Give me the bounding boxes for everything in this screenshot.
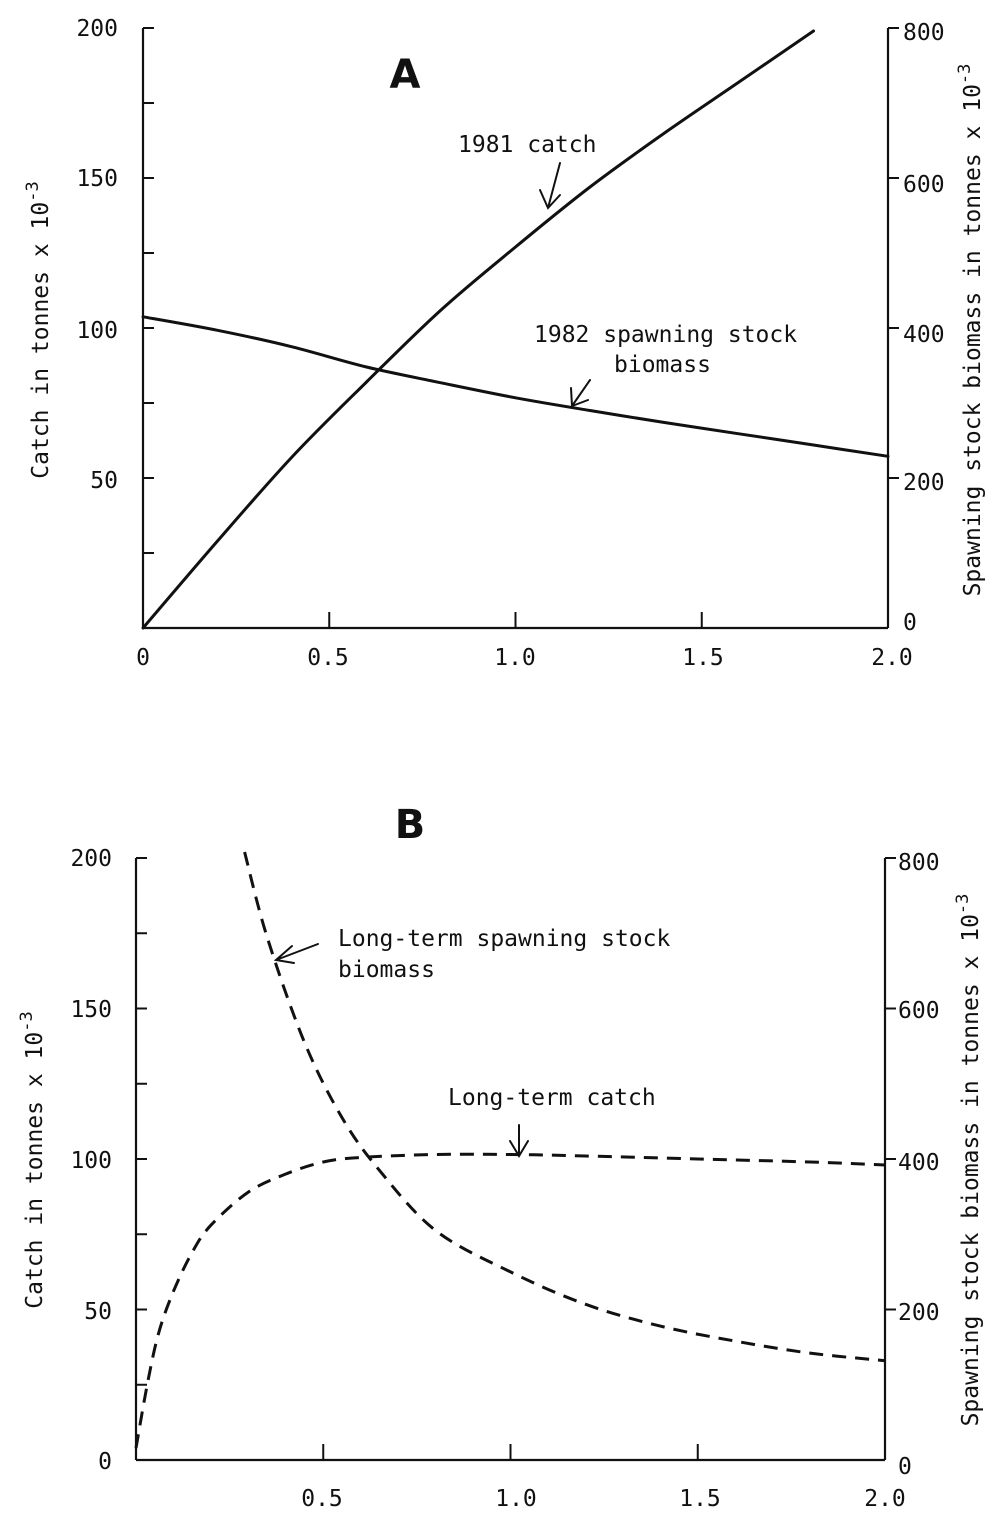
panel-b-ylabel: Catch in tonnes x 10 xyxy=(22,1032,48,1309)
panel-a-y2label-exponent: -3 xyxy=(955,64,975,84)
panel-b-ytick-0: 0 xyxy=(98,1449,112,1475)
panel-a-y2tick-400: 400 xyxy=(903,322,945,348)
panel-b-xtick-2.0: 2.0 xyxy=(864,1486,906,1512)
panel-a-y2tick-200: 200 xyxy=(903,470,945,496)
panel-b-y2tick-0: 0 xyxy=(898,1454,912,1480)
panel-b-ytick-200: 200 xyxy=(70,846,112,872)
panel-a-y2label-group: Spawning stock biomass in tonnes x 10-3 xyxy=(955,64,986,597)
series-1981-catch-line xyxy=(141,29,815,630)
annotation-long-term-ssb-line1: Long-term spawning stock xyxy=(338,926,670,952)
panel-a-xtick-0: 0 xyxy=(136,645,150,671)
panel-b-y2label: Spawning stock biomass in tonnes x 10 xyxy=(958,914,984,1426)
annotation-1982-ssb-line2: biomass xyxy=(614,352,711,378)
panel-a-xtick-2.0: 2.0 xyxy=(871,645,913,671)
arrow-1981-catch xyxy=(539,162,561,210)
series-1982-spawning-stock-biomass-line xyxy=(141,315,890,458)
series-long-term-spawning-stock-biomass-line xyxy=(243,851,886,1363)
panel-a-ylabel-group: Catch in tonnes x 10-3 xyxy=(23,181,54,478)
panel-a-y2tick-600: 600 xyxy=(903,172,945,198)
panel-a-ytick-100: 100 xyxy=(76,318,118,344)
panel-a-ylabel: Catch in tonnes x 10 xyxy=(28,202,54,479)
panel-a-y2tick-800: 800 xyxy=(903,20,945,46)
panel-b-ylabel-exponent: -3 xyxy=(17,1011,37,1031)
svg-text:Catch in tonnes x 10-3: Catch in tonnes x 10-3 xyxy=(17,1011,48,1308)
annotation-1981-catch: 1981 catch xyxy=(458,132,596,158)
svg-text:Spawning stock biomass in tonn: Spawning stock biomass in tonnes x 10-3 xyxy=(955,64,986,597)
panel-b-xtick-1.5: 1.5 xyxy=(679,1486,721,1512)
panel-a-y2tick-0: 0 xyxy=(903,610,917,636)
panel-b-y2tick-400: 400 xyxy=(898,1150,940,1176)
panel-b-y2tick-600: 600 xyxy=(898,998,940,1024)
panel-b-ytick-150: 150 xyxy=(70,997,112,1023)
panel-a-ytick-150: 150 xyxy=(76,166,118,192)
panel-b-y2tick-200: 200 xyxy=(898,1300,940,1326)
panel-b-ytick-50: 50 xyxy=(84,1299,112,1325)
panel-b: B 200 150 100 50 0 800 600 400 200 0 0.5… xyxy=(17,802,984,1512)
series-long-term-catch-line xyxy=(134,1152,886,1449)
annotation-1982-ssb-line1: 1982 spawning stock xyxy=(534,322,797,348)
panel-a-y2label: Spawning stock biomass in tonnes x 10 xyxy=(960,84,986,596)
svg-text:Spawning stock biomass in tonn: Spawning stock biomass in tonnes x 10-3 xyxy=(953,894,984,1427)
panel-b-y2tick-800: 800 xyxy=(898,850,940,876)
panel-a-ylabel-exponent: -3 xyxy=(23,181,43,201)
arrow-1982-ssb xyxy=(570,379,591,408)
panel-a-xtick-1.5: 1.5 xyxy=(682,645,724,671)
panel-a-ytick-200: 200 xyxy=(76,16,118,42)
panel-b-xtick-0.5: 0.5 xyxy=(301,1486,343,1512)
panel-b-y2label-group: Spawning stock biomass in tonnes x 10-3 xyxy=(953,894,984,1427)
panel-a-xtick-0.5: 0.5 xyxy=(307,645,349,671)
annotation-long-term-ssb-line2: biomass xyxy=(338,957,435,983)
panel-a: A 200 150 100 50 800 600 400 200 0 0 0.5… xyxy=(23,16,986,671)
panel-a-letter: A xyxy=(390,52,421,98)
svg-text:Catch in tonnes x 10-3: Catch in tonnes x 10-3 xyxy=(23,181,54,478)
panel-b-ytick-100: 100 xyxy=(70,1148,112,1174)
panel-b-ylabel-group: Catch in tonnes x 10-3 xyxy=(17,1011,48,1308)
annotation-long-term-catch: Long-term catch xyxy=(448,1085,656,1111)
panel-b-xtick-1.0: 1.0 xyxy=(495,1486,537,1512)
panel-a-ytick-50: 50 xyxy=(90,468,118,494)
panel-b-y2label-exponent: -3 xyxy=(953,894,973,914)
panel-a-xtick-1.0: 1.0 xyxy=(494,645,536,671)
arrow-long-term-catch xyxy=(509,1124,529,1158)
arrow-long-term-ssb xyxy=(273,943,319,964)
panel-b-letter: B xyxy=(395,802,426,848)
panel-b-ticks xyxy=(136,857,896,1460)
panel-a-ticks xyxy=(143,27,899,628)
